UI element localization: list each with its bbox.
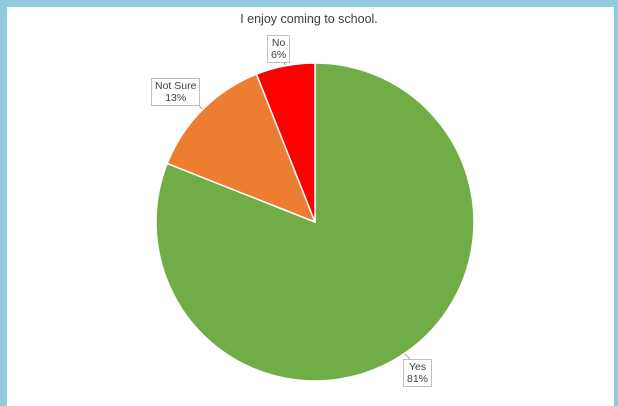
pie-slice-not-sure <box>166 73 317 224</box>
data-label-no-value: 6% <box>271 49 287 61</box>
data-label-not-sure-value: 13% <box>165 92 187 104</box>
leader-line-yes <box>404 353 411 360</box>
data-label-yes-value: 81% <box>407 373 429 385</box>
pie-slices <box>155 62 475 382</box>
data-label-no: No 6% <box>267 35 291 63</box>
data-label-no-name: No <box>271 37 286 49</box>
data-label-not-sure-name: Not Sure <box>155 80 197 92</box>
data-label-yes-name: Yes <box>408 361 427 373</box>
data-label-yes: Yes 81% <box>403 359 433 387</box>
pie-slice-no <box>255 62 316 223</box>
chart-title: I enjoy coming to school. <box>240 12 378 26</box>
data-label-not-sure: Not Sure 13% <box>151 78 201 106</box>
